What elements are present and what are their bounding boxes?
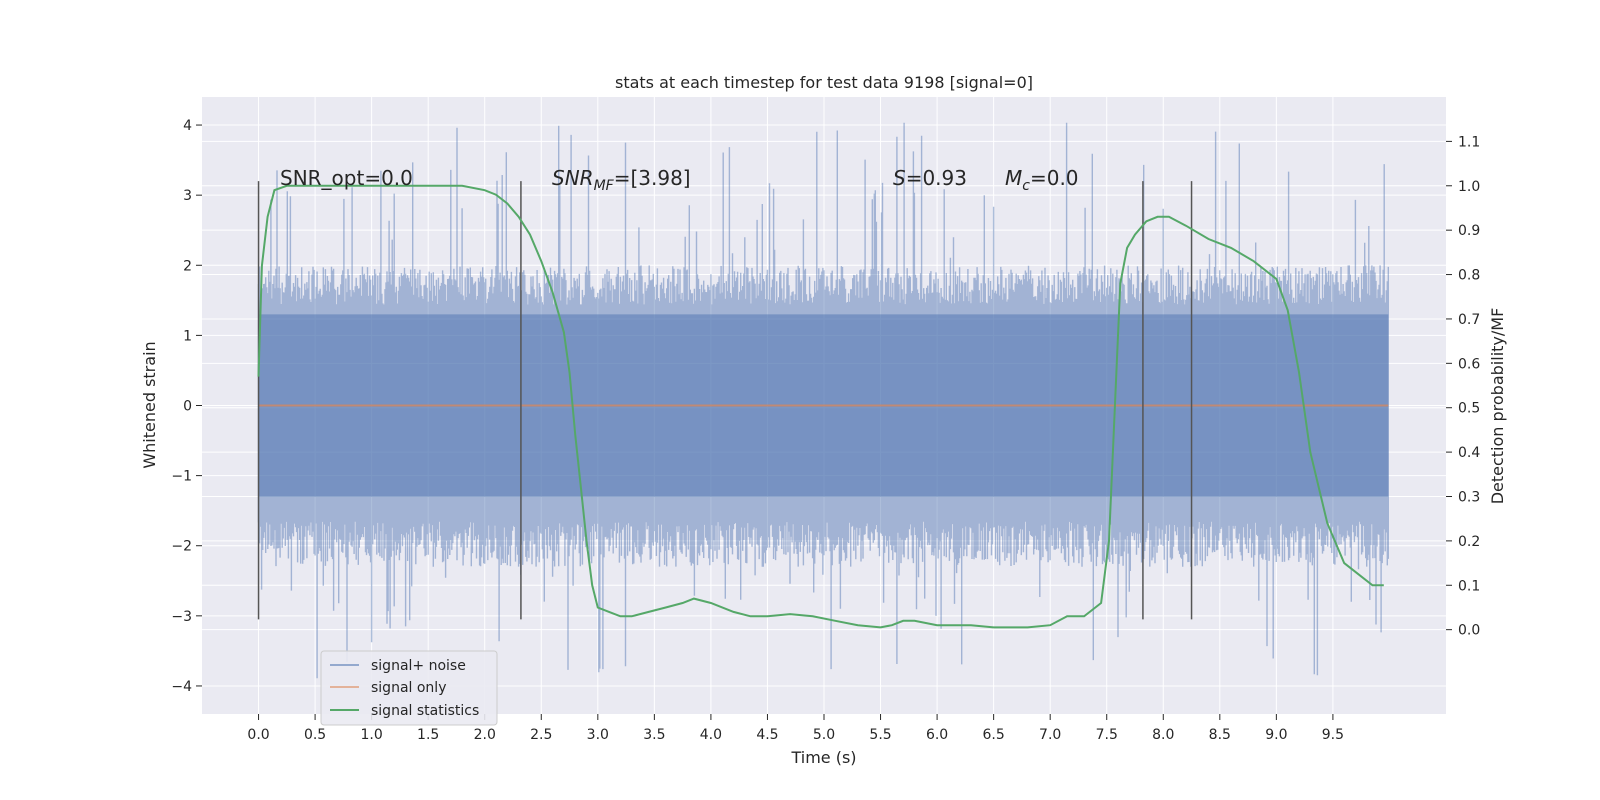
legend: signal+ noise signal only signal statist…: [320, 650, 498, 726]
y-tick-label: 3: [183, 188, 192, 204]
y2-tick-label: 0.4: [1458, 445, 1480, 461]
y2-tick-label: 0.2: [1458, 534, 1480, 550]
y2-tick-label: 0.7: [1458, 312, 1480, 328]
x-tick-label: 6.5: [983, 727, 1005, 743]
legend-label-signal-only: signal only: [371, 680, 446, 696]
x-tick-label: 4.0: [700, 727, 722, 743]
annotation-mc: Mc=0.0: [1005, 166, 1079, 194]
x-tick-label: 5.0: [813, 727, 835, 743]
y-tick-label: −3: [171, 609, 192, 625]
y-tick-label: −4: [171, 679, 192, 695]
x-tick-label: 8.5: [1209, 727, 1231, 743]
y2-tick-label: 0.9: [1458, 223, 1480, 239]
x-axis-ticks: 0.0 0.5 1.0 1.5 2.0 2.5 3.0 3.5 4.0 4.5 5.0 5.5 6.0 6…: [247, 714, 1344, 743]
annotation-snr-mf-value: =[3.98]: [614, 166, 691, 190]
x-tick-label: 5.5: [869, 727, 891, 743]
legend-label-signal-noise: signal+ noise: [371, 658, 466, 674]
x-tick-label: 2.0: [474, 727, 496, 743]
y2-tick-label: 0.1: [1458, 578, 1480, 594]
y2-tick-label: 0.3: [1458, 489, 1480, 505]
x-tick-label: 0.0: [247, 727, 269, 743]
x-tick-label: 8.0: [1152, 727, 1174, 743]
y2-tick-label: 1.0: [1458, 179, 1480, 195]
x-tick-label: 1.0: [361, 727, 383, 743]
x-tick-label: 9.0: [1265, 727, 1287, 743]
y-tick-label: 0: [183, 399, 192, 415]
y2-tick-label: 1.1: [1458, 134, 1480, 150]
y-tick-label: 2: [183, 258, 192, 274]
y2-tick-label: 0.5: [1458, 401, 1480, 417]
legend-box: [320, 650, 498, 726]
x-tick-label: 6.0: [926, 727, 948, 743]
annotation-snr-mf: SNRMF=[3.98]: [552, 166, 691, 194]
x-axis-label: Time (s): [790, 748, 856, 767]
annotation-s: S=0.93: [893, 166, 967, 190]
x-tick-label: 3.5: [643, 727, 665, 743]
chart-title: stats at each timestep for test data 919…: [615, 73, 1033, 92]
legend-label-signal-statistics: signal statistics: [371, 703, 479, 719]
y2-axis-ticks: 1.1 1.0 0.9 0.8 0.7 0.6 0.5 0.4 0.3 0.2 0.1 0.0: [1446, 134, 1480, 639]
annotation-mc-value: =0.0: [1030, 166, 1079, 190]
x-tick-label: 3.0: [587, 727, 609, 743]
x-tick-label: 9.5: [1322, 727, 1344, 743]
annotation-snr-opt: SNR_opt=0.0: [280, 166, 413, 190]
x-tick-label: 4.5: [756, 727, 778, 743]
signal-statistics-line: [257, 184, 1384, 629]
y-tick-label: 4: [183, 118, 192, 134]
y-tick-label: −1: [171, 469, 192, 485]
y2-axis-label: Detection probability/MF: [1488, 308, 1507, 505]
y2-tick-label: 0.8: [1458, 268, 1480, 284]
y-axis-ticks: 4 3 2 1 0 −1 −2 −3 −4: [171, 118, 202, 695]
y-axis-label: Whitened strain: [140, 341, 159, 468]
x-tick-label: 0.5: [304, 727, 326, 743]
x-tick-label: 7.5: [1096, 727, 1118, 743]
x-tick-label: 2.5: [530, 727, 552, 743]
y-tick-label: −2: [171, 539, 192, 555]
y-tick-label: 1: [183, 328, 192, 344]
y2-tick-label: 0.6: [1458, 356, 1480, 372]
x-tick-label: 1.5: [417, 727, 439, 743]
x-tick-label: 7.0: [1039, 727, 1061, 743]
vertical-markers-layer: [257, 181, 1193, 620]
y2-tick-label: 0.0: [1458, 623, 1480, 639]
annotation-s-value: =0.93: [906, 166, 967, 190]
